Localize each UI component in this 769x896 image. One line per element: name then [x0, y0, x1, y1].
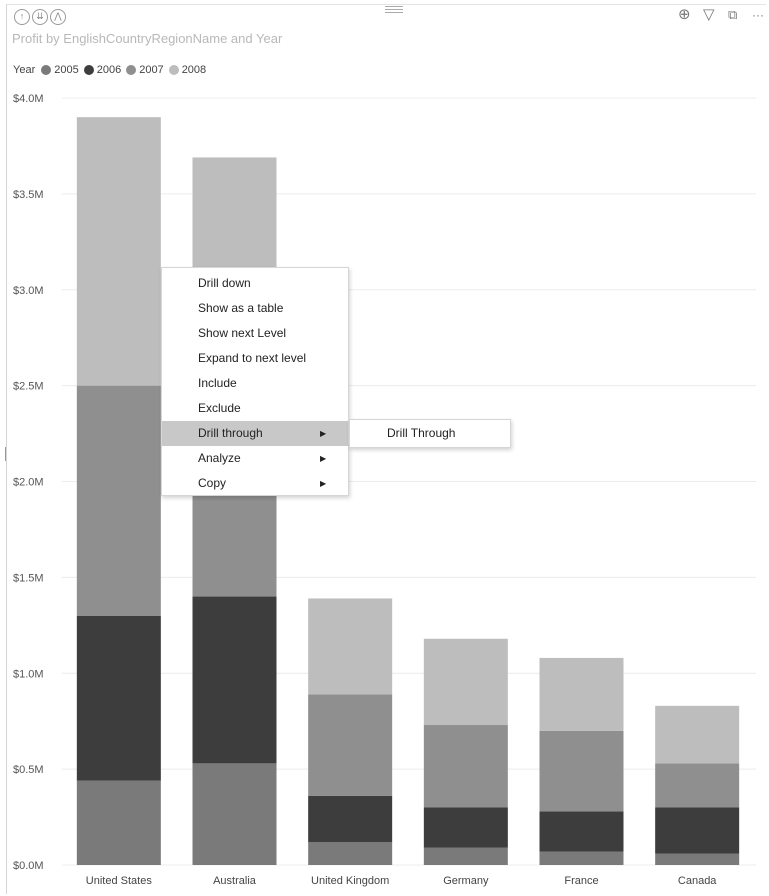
- bar-segment-2005[interactable]: [539, 851, 624, 865]
- visual-frame: [6, 4, 766, 894]
- menu-item-label: Exclude: [198, 401, 241, 415]
- context-menu: Drill down Show as a table Show next Lev…: [161, 267, 349, 496]
- y-tick-label: $4.0M: [13, 93, 44, 105]
- legend-item-2005[interactable]: 2005: [41, 64, 79, 76]
- legend-label-2005: 2005: [54, 64, 79, 76]
- chart-legend: Year 2005 2006 2007 2008: [13, 63, 211, 77]
- bar-segment-2006[interactable]: [308, 795, 393, 842]
- menu-item-analyze[interactable]: Analyze ▶: [162, 446, 348, 471]
- drill-down-hierarchy-icon[interactable]: ⋀: [50, 9, 66, 25]
- bar-segment-2007[interactable]: [655, 763, 740, 808]
- menu-item-show-next-level[interactable]: Show next Level: [162, 321, 348, 346]
- bar-segment-2006[interactable]: [76, 615, 161, 781]
- y-tick-label: $3.5M: [13, 189, 44, 201]
- bar-segment-2005[interactable]: [423, 847, 508, 865]
- x-category-label: Canada: [678, 875, 717, 887]
- chevron-right-icon: ▶: [320, 479, 327, 488]
- submenu-item-drill-through[interactable]: Drill Through: [387, 426, 456, 440]
- drill-through-submenu: Drill Through: [349, 419, 511, 448]
- bar-segment-2007[interactable]: [423, 725, 508, 808]
- menu-item-label: Show next Level: [198, 326, 287, 340]
- legend-dot-2006: [83, 65, 94, 75]
- x-category-label: United States: [86, 875, 153, 887]
- legend-dot-2005: [41, 65, 52, 75]
- x-category-label: Germany: [443, 875, 489, 887]
- drag-grip-icon[interactable]: [385, 6, 403, 13]
- y-tick-label: $0.5M: [13, 764, 44, 776]
- bar-segment-2005[interactable]: [308, 841, 393, 865]
- y-tick-label: $0.0M: [13, 860, 44, 872]
- menu-item-label: Copy: [198, 476, 227, 490]
- bar-segment-2007[interactable]: [308, 694, 393, 796]
- menu-item-label: Show as a table: [198, 301, 284, 315]
- more-options-icon[interactable]: ···: [752, 8, 764, 22]
- legend-label-2006: 2006: [96, 64, 122, 76]
- y-tick-label: $2.5M: [13, 381, 44, 393]
- drill-up-icon[interactable]: ↑: [14, 9, 30, 25]
- y-tick-label: $1.5M: [13, 572, 44, 584]
- y-tick-label: $1.0M: [13, 668, 44, 680]
- bar-segment-2008[interactable]: [308, 598, 393, 695]
- bar-segment-2007[interactable]: [539, 730, 624, 812]
- focus-mode-icon[interactable]: ⧉: [728, 7, 738, 22]
- bar-segment-2008[interactable]: [423, 638, 508, 726]
- bar-segment-2008[interactable]: [76, 117, 161, 386]
- bar-segment-2005[interactable]: [192, 763, 277, 865]
- filter-icon[interactable]: ▽: [703, 6, 715, 23]
- x-category-label: Australia: [213, 875, 257, 887]
- chevron-right-icon: ▶: [320, 454, 327, 463]
- chevron-right-icon: ▶: [320, 429, 327, 438]
- y-tick-label: $2.0M: [13, 477, 44, 489]
- drill-mode-icon[interactable]: ⊕: [678, 6, 691, 23]
- resize-handle-icon[interactable]: [5, 447, 9, 461]
- bar-segment-2006[interactable]: [539, 811, 624, 852]
- menu-item-expand-next-level[interactable]: Expand to next level: [162, 346, 348, 371]
- legend-dot-2007: [126, 65, 137, 75]
- menu-item-include[interactable]: Include: [162, 371, 348, 396]
- bar-segment-2006[interactable]: [192, 596, 277, 764]
- legend-item-2007[interactable]: 2007: [126, 64, 164, 76]
- menu-item-label: Analyze: [198, 451, 241, 465]
- bar-segment-2008[interactable]: [539, 657, 624, 731]
- legend-item-2006[interactable]: 2006: [83, 64, 122, 76]
- legend-title: Year: [13, 64, 36, 76]
- menu-item-label: Drill down: [198, 276, 251, 290]
- menu-item-drill-through[interactable]: Drill through ▶: [162, 421, 348, 446]
- menu-item-copy[interactable]: Copy ▶: [162, 471, 348, 496]
- bar-segment-2006[interactable]: [655, 807, 740, 854]
- chart-title: Profit by EnglishCountryRegionName and Y…: [12, 31, 283, 46]
- menu-item-label: Include: [198, 376, 237, 390]
- legend-item-2008[interactable]: 2008: [168, 64, 207, 76]
- menu-item-exclude[interactable]: Exclude: [162, 396, 348, 421]
- bar-segment-2005[interactable]: [76, 780, 161, 865]
- bar-segment-2007[interactable]: [76, 385, 161, 616]
- y-tick-label: $3.0M: [13, 285, 44, 297]
- legend-label-2008: 2008: [181, 64, 207, 76]
- x-category-label: United Kingdom: [311, 875, 389, 887]
- x-category-label: France: [564, 875, 598, 887]
- bar-segment-2006[interactable]: [423, 807, 508, 848]
- bar-segment-2005[interactable]: [655, 853, 740, 865]
- menu-item-label: Expand to next level: [198, 351, 307, 365]
- legend-dot-2008: [168, 65, 179, 75]
- menu-item-label: Drill through: [198, 426, 263, 440]
- menu-item-show-as-table[interactable]: Show as a table: [162, 296, 348, 321]
- legend-label-2007: 2007: [139, 64, 164, 76]
- expand-all-down-icon[interactable]: ⇊: [32, 9, 48, 25]
- menu-item-drill-down[interactable]: Drill down: [162, 271, 348, 296]
- bar-segment-2008[interactable]: [655, 705, 740, 764]
